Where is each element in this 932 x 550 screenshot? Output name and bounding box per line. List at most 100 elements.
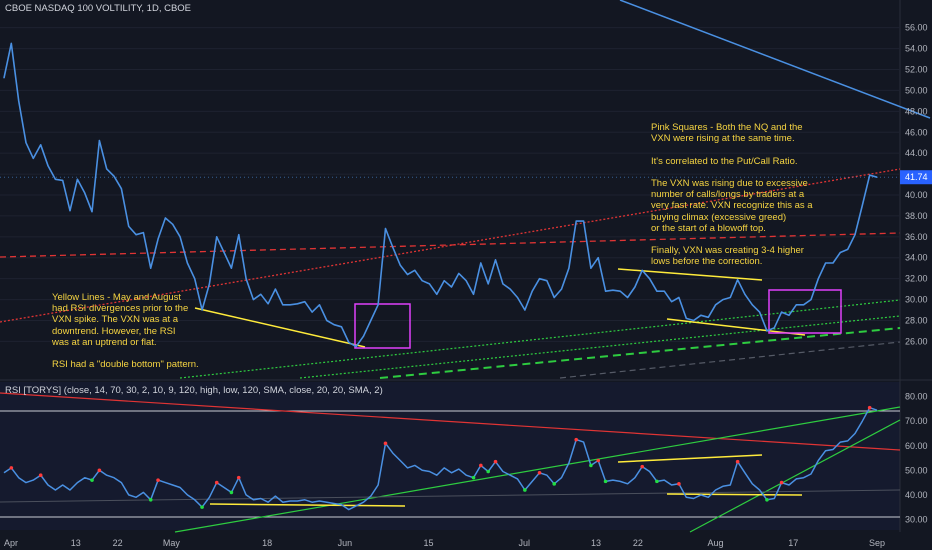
vxn-data-point	[450, 286, 453, 288]
vxn-data-point	[516, 296, 519, 299]
vxn-data-point	[25, 142, 27, 144]
rsi-axis-label: 40.00	[905, 490, 928, 500]
price-axis-label: 32.00	[905, 274, 928, 284]
rsi-pivot-low	[148, 497, 153, 502]
x-axis-label: May	[163, 538, 181, 548]
rsi-pivot-high	[596, 458, 601, 463]
vxn-data-point	[531, 290, 533, 292]
vxn-data-point	[810, 298, 812, 301]
vxn-data-point	[509, 288, 511, 290]
vxn-data-point	[428, 283, 431, 285]
price-axis-label: 54.00	[905, 44, 928, 54]
vxn-data-point	[715, 304, 717, 306]
price-axis-label: 30.00	[905, 295, 928, 305]
vxn-data-point	[817, 278, 819, 280]
vxn-data-point	[289, 304, 291, 306]
vxn-data-point	[32, 157, 34, 159]
rsi-axis-label: 80.00	[905, 392, 928, 402]
vxn-data-point	[113, 175, 115, 177]
vxn-data-point	[854, 234, 856, 236]
vxn-data-point	[208, 283, 211, 285]
vxn-data-point	[803, 304, 805, 306]
rsi-divergence-line-aug	[666, 493, 803, 496]
vxn-data-point	[296, 303, 299, 305]
vxn-data-point	[223, 251, 225, 254]
rsi-pivot-high	[38, 473, 43, 478]
rsi-pivot-low	[229, 490, 234, 495]
rsi-series	[0, 392, 901, 533]
vxn-data-point	[128, 225, 130, 227]
price-axis-label: 36.00	[905, 232, 928, 242]
rsi-axis-label: 60.00	[905, 441, 928, 451]
vxn-data-point	[597, 257, 599, 259]
price-axis-label: 56.00	[905, 23, 928, 33]
vxn-data-point	[759, 311, 761, 313]
support-line-green-dotted-lower	[299, 315, 901, 379]
vxn-data-point	[648, 278, 651, 280]
rsi-pivot-low	[552, 482, 557, 486]
vxn-data-point	[480, 262, 482, 264]
rsi-uptrend-line-steep	[689, 419, 901, 533]
vxn-data-point	[612, 289, 614, 291]
vxn-data-point	[575, 220, 577, 222]
rsi-pivot-high	[640, 464, 645, 469]
rsi-pivot-high	[735, 459, 740, 464]
price-series	[0, 42, 900, 348]
rsi-pivot-high	[493, 459, 498, 464]
vxn-data-point	[318, 304, 321, 306]
vxn-data-point	[825, 262, 827, 264]
rsi-axis-label: 30.00	[905, 514, 928, 524]
rsi-pivot-low	[765, 497, 769, 502]
vxn-data-point	[179, 236, 181, 238]
vxn-data-point	[54, 178, 56, 180]
rsi-pivot-high	[383, 441, 388, 446]
rsi-divergence-line-may	[209, 503, 406, 507]
vxn-data-point	[260, 293, 262, 295]
rsi-pivot-low	[523, 488, 527, 492]
vxn-data-point	[847, 248, 849, 250]
vxn-data-point	[861, 204, 863, 207]
axes: 26.00 28.00 30.00 32.00 34.00 36.00 38.00 40.00…	[4, 23, 932, 548]
x-axis-label: 18	[262, 538, 272, 548]
vxn-data-point	[524, 309, 526, 311]
rsi-pivot-high	[214, 480, 219, 485]
rsi-pivot-high	[677, 482, 681, 486]
last-price-badge	[900, 170, 932, 185]
vxn-data-point	[458, 272, 460, 275]
rsi-uptrend-line	[174, 406, 901, 533]
price-axis-label: 28.00	[905, 315, 928, 325]
rsi-pivot-low	[589, 463, 593, 468]
vxn-data-point	[340, 326, 343, 328]
price-axis-label: 46.00	[905, 127, 928, 137]
vxn-data-point	[69, 210, 71, 212]
vxn-data-point	[472, 293, 475, 295]
vxn-data-point	[553, 296, 555, 299]
vxn-data-point	[3, 77, 5, 79]
vxn-data-point	[700, 314, 702, 316]
rsi-divergence-line-july	[617, 454, 763, 463]
vxn-data-point	[678, 296, 680, 299]
vxn-data-point	[560, 288, 563, 290]
x-axis-label: Jun	[338, 538, 353, 548]
downtrend-line-blue	[619, 0, 931, 119]
vxn-data-point	[238, 234, 240, 236]
vxn-data-point	[795, 304, 797, 306]
vxn-data-point	[150, 267, 152, 269]
rsi-pivot-low	[603, 479, 608, 484]
rsi-pivot-low	[655, 479, 659, 484]
vxn-data-point	[766, 330, 768, 332]
rsi-pivot-high	[97, 468, 102, 473]
vxn-data-point	[333, 324, 335, 326]
vxn-data-point	[348, 341, 350, 344]
vxn-data-point	[582, 220, 585, 222]
vxn-data-point	[47, 165, 49, 167]
x-axis-label: 17	[788, 538, 798, 548]
vxn-data-point	[744, 293, 746, 295]
vxn-data-point	[443, 280, 445, 282]
rsi-pivot-low	[471, 475, 476, 480]
last-price-label: 41.74	[905, 172, 928, 182]
vxn-data-point	[494, 259, 497, 261]
vxn-data-point	[414, 269, 416, 271]
vxn-data-point	[692, 319, 695, 322]
price-axis-label: 48.00	[905, 106, 928, 116]
